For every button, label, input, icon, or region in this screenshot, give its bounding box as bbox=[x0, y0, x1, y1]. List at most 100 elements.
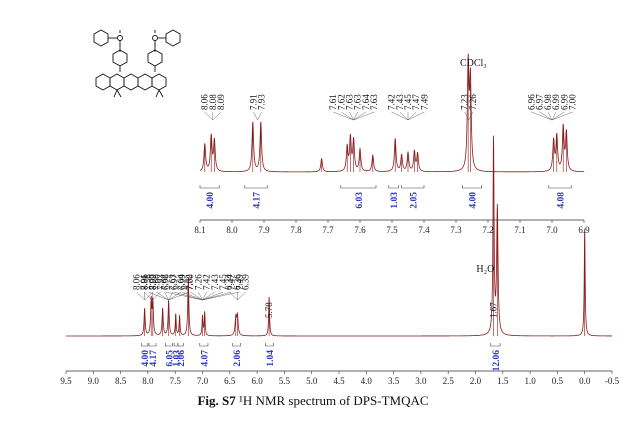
peak-label-leader bbox=[198, 291, 203, 301]
peak-label-leader bbox=[349, 111, 354, 121]
integration-bracket bbox=[165, 343, 173, 347]
peak-label: 7.43 bbox=[210, 274, 220, 290]
peak-label-leader bbox=[212, 111, 222, 121]
integration-value: 4.00 bbox=[141, 350, 151, 367]
peak-label-leader bbox=[152, 291, 161, 301]
integration-bracket bbox=[401, 185, 425, 189]
peak-label: 6.99 bbox=[559, 94, 569, 110]
peak-label-leader bbox=[143, 291, 153, 301]
solvent-annotation: CDCl₃ bbox=[460, 58, 487, 69]
peak-label: 7.93 bbox=[155, 274, 165, 290]
x-tick-label: 9.5 bbox=[60, 376, 72, 386]
x-tick-label: 7.2 bbox=[482, 225, 493, 235]
figure-label: Fig. S7 bbox=[197, 393, 236, 408]
peak-label: 8.09 bbox=[148, 274, 158, 290]
x-tick-label: 7.9 bbox=[258, 225, 270, 235]
integration-bracket bbox=[177, 343, 184, 347]
peak-label: 6.39 bbox=[241, 274, 251, 290]
x-tick-label: 7.5 bbox=[386, 225, 398, 235]
peak-label: 7.63 bbox=[168, 274, 178, 290]
peak-label-leader bbox=[341, 111, 354, 121]
integration-bracket bbox=[244, 185, 268, 189]
figure-caption: Fig. S7 ¹H NMR spectrum of DPS-TMQAC bbox=[0, 393, 626, 409]
x-tick-label: 7.3 bbox=[450, 225, 462, 235]
peak-label-leader bbox=[202, 291, 240, 301]
x-tick-label: 7.8 bbox=[290, 225, 302, 235]
x-tick-label: 7.1 bbox=[514, 225, 525, 235]
x-tick-label: 7.0 bbox=[197, 376, 209, 386]
peak-label: 7.43 bbox=[395, 94, 405, 110]
spectrum-trace bbox=[66, 135, 612, 337]
peak-label: 6.99 bbox=[551, 94, 561, 110]
peak-label-leader bbox=[202, 291, 232, 301]
peak-label-leader bbox=[168, 291, 190, 301]
peak-label-leader bbox=[204, 111, 213, 121]
integration-bracket bbox=[340, 185, 377, 189]
peak-label: 6.99 bbox=[177, 274, 187, 290]
x-tick-label: 7.0 bbox=[546, 225, 558, 235]
peak-label-leader bbox=[547, 111, 553, 121]
peak-label: 7.42 bbox=[387, 94, 397, 110]
peak-label: 8.06 bbox=[200, 94, 210, 110]
peak-label-leader bbox=[156, 291, 169, 301]
x-tick-label: 5.0 bbox=[306, 376, 318, 386]
peak-label: 6.96 bbox=[527, 94, 537, 110]
integration-value: 4.00 bbox=[206, 192, 216, 209]
peak-label-leader bbox=[551, 111, 557, 121]
peak-label-leader bbox=[165, 291, 203, 301]
peak-label: 7.64 bbox=[361, 94, 371, 110]
peak-label-leader bbox=[257, 111, 262, 121]
x-tick-label: 4.0 bbox=[361, 376, 373, 386]
peak-label-leader bbox=[202, 291, 224, 301]
peak-label: 7.63 bbox=[353, 94, 363, 110]
peak-label-leader bbox=[353, 111, 358, 121]
x-tick-label: 7.4 bbox=[418, 225, 430, 235]
integration-bracket bbox=[148, 343, 157, 347]
peak-label: 8.08 bbox=[208, 94, 218, 110]
peak-label: 6.97 bbox=[169, 274, 179, 290]
x-tick-label: 9.0 bbox=[88, 376, 100, 386]
x-tick-label: 6.0 bbox=[251, 376, 263, 386]
integration-value: 4.08 bbox=[557, 192, 567, 209]
peak-label: 6.34 bbox=[224, 274, 234, 290]
peak-label: 7.26 bbox=[193, 274, 203, 290]
peak-label-leader bbox=[136, 291, 145, 301]
x-tick-label: 2.0 bbox=[470, 376, 482, 386]
peak-label-leader bbox=[353, 111, 367, 121]
integration-value: 1.03 bbox=[390, 192, 400, 209]
x-tick-label: 4.5 bbox=[333, 376, 345, 386]
peak-label: 7.47 bbox=[411, 94, 421, 110]
peak-label-leader bbox=[164, 291, 169, 301]
peak-label-leader bbox=[144, 291, 153, 301]
peak-label: 7.91 bbox=[249, 94, 259, 110]
integration-value: 4.17 bbox=[253, 192, 263, 209]
peak-label-leader bbox=[407, 111, 425, 121]
peak-label-leader bbox=[353, 111, 375, 121]
x-tick-label: 1.0 bbox=[524, 376, 536, 386]
peak-label: 7.47 bbox=[226, 274, 236, 290]
peak-label: 6.96 bbox=[161, 274, 171, 290]
integration-value: 2.06 bbox=[233, 350, 243, 367]
peak-label: 8.06 bbox=[131, 274, 141, 290]
peak-label-leader bbox=[464, 111, 469, 121]
x-tick-label: 8.0 bbox=[226, 225, 238, 235]
integration-value: 2.05 bbox=[409, 192, 419, 209]
peak-label: 7.72 bbox=[184, 274, 194, 290]
integration-bracket bbox=[199, 185, 220, 189]
integration-bracket bbox=[264, 343, 274, 347]
integration-bracket bbox=[548, 185, 572, 189]
peak-label: 7.42 bbox=[202, 274, 212, 290]
peak-label: 7.62 bbox=[160, 274, 170, 290]
x-tick-label: 7.7 bbox=[322, 225, 334, 235]
peak-label: 7.00 bbox=[185, 274, 195, 290]
x-tick-label: 0.5 bbox=[552, 376, 564, 386]
integration-value: 4.07 bbox=[200, 350, 210, 367]
peak-label-leader bbox=[468, 111, 474, 121]
integration-bracket bbox=[388, 185, 399, 189]
peak-label: 7.26 bbox=[468, 94, 478, 110]
x-tick-label: 5.5 bbox=[279, 376, 291, 386]
peak-label: 7.56 bbox=[143, 274, 153, 290]
x-tick-label: 7.5 bbox=[170, 376, 182, 386]
integration-value: 2.06 bbox=[177, 350, 187, 367]
peak-label-leader bbox=[399, 111, 409, 121]
